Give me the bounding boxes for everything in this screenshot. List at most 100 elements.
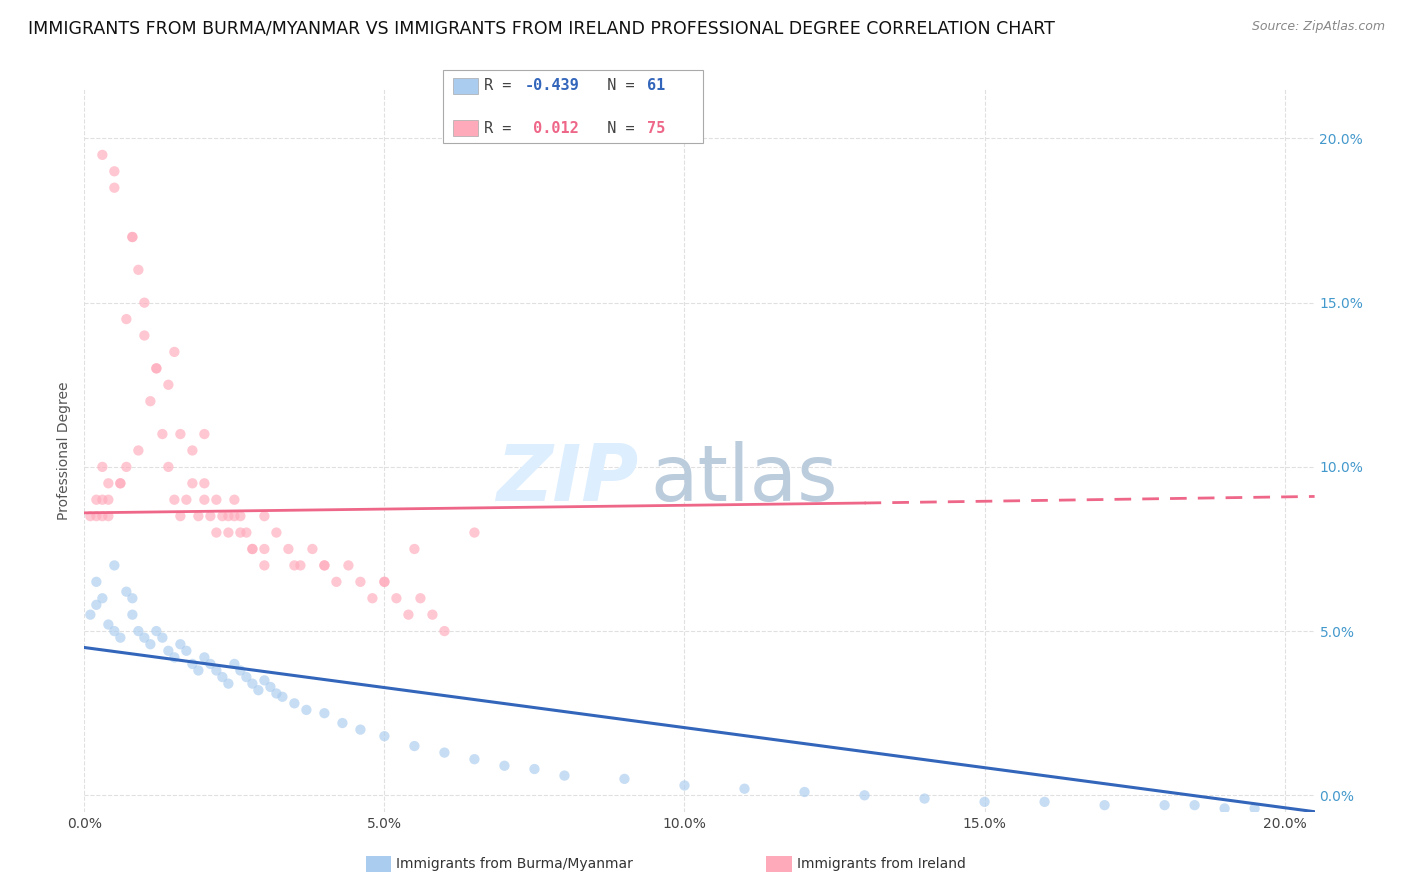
Point <box>253 541 276 556</box>
Point <box>553 768 575 783</box>
Point <box>157 459 180 474</box>
Point <box>523 762 546 776</box>
Point <box>271 690 294 704</box>
Point <box>242 541 264 556</box>
Point <box>332 716 354 731</box>
Point <box>91 591 114 606</box>
Point <box>97 617 120 632</box>
Point <box>121 230 143 244</box>
Point <box>266 525 288 540</box>
Point <box>973 795 995 809</box>
Point <box>613 772 636 786</box>
Point <box>349 723 371 737</box>
Point <box>253 673 276 688</box>
Point <box>115 584 138 599</box>
Text: 0.012: 0.012 <box>524 121 579 136</box>
Point <box>205 664 228 678</box>
Point <box>181 443 204 458</box>
Text: 75: 75 <box>647 121 665 136</box>
Point <box>103 624 125 639</box>
Point <box>1153 798 1175 813</box>
Point <box>193 427 215 442</box>
Point <box>325 574 347 589</box>
Point <box>247 683 270 698</box>
Point <box>301 541 323 556</box>
Point <box>193 476 215 491</box>
Point <box>217 525 239 540</box>
Point <box>229 664 252 678</box>
Point <box>181 657 204 671</box>
Text: R =: R = <box>484 78 520 93</box>
Point <box>115 312 138 326</box>
Point <box>259 680 281 694</box>
Point <box>157 377 180 392</box>
Text: Source: ZipAtlas.com: Source: ZipAtlas.com <box>1251 20 1385 33</box>
Point <box>163 650 186 665</box>
Point <box>193 650 215 665</box>
Point <box>200 657 222 671</box>
Point <box>134 328 156 343</box>
Point <box>145 361 167 376</box>
Point <box>145 361 167 376</box>
Point <box>211 670 233 684</box>
Point <box>253 509 276 524</box>
Point <box>224 492 246 507</box>
Point <box>229 509 252 524</box>
Point <box>121 230 143 244</box>
Point <box>86 492 108 507</box>
Text: ZIP: ZIP <box>496 442 638 517</box>
Point <box>793 785 815 799</box>
Point <box>86 509 108 524</box>
Point <box>914 791 936 805</box>
Point <box>176 492 198 507</box>
Point <box>79 607 101 622</box>
Point <box>361 591 384 606</box>
Point <box>673 779 696 793</box>
Point <box>200 509 222 524</box>
Point <box>853 789 876 803</box>
Point <box>150 631 173 645</box>
Point <box>1094 798 1116 813</box>
Y-axis label: Professional Degree: Professional Degree <box>58 381 72 520</box>
Point <box>97 476 120 491</box>
Point <box>91 148 114 162</box>
Point <box>266 686 288 700</box>
Point <box>373 729 395 743</box>
Point <box>314 558 336 573</box>
Point <box>235 525 257 540</box>
Text: R =: R = <box>484 121 520 136</box>
Point <box>373 574 395 589</box>
Point <box>157 644 180 658</box>
Point <box>86 574 108 589</box>
Point <box>91 459 114 474</box>
Point <box>242 541 264 556</box>
Point <box>121 591 143 606</box>
Text: N =: N = <box>589 121 644 136</box>
Text: atlas: atlas <box>651 442 838 517</box>
Text: -0.439: -0.439 <box>524 78 579 93</box>
Point <box>433 624 456 639</box>
Point <box>404 739 426 753</box>
Point <box>145 624 167 639</box>
Point <box>97 492 120 507</box>
Point <box>205 492 228 507</box>
Point <box>396 607 419 622</box>
Point <box>277 541 299 556</box>
Text: N =: N = <box>589 78 644 93</box>
Point <box>127 624 149 639</box>
Point <box>235 670 257 684</box>
Point <box>127 443 149 458</box>
Point <box>79 509 101 524</box>
Point <box>181 476 204 491</box>
Point <box>217 676 239 690</box>
Point <box>1243 801 1265 815</box>
Point <box>163 492 186 507</box>
Point <box>103 180 125 194</box>
Point <box>314 558 336 573</box>
Point <box>193 492 215 507</box>
Point <box>1213 801 1236 815</box>
Point <box>169 509 191 524</box>
Point <box>422 607 444 622</box>
Point <box>169 637 191 651</box>
Point <box>187 664 209 678</box>
